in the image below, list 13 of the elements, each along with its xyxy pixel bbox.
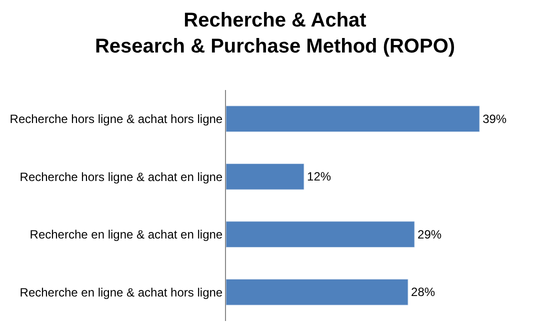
data-label: 29%: [418, 227, 442, 242]
data-label: 39%: [482, 112, 507, 126]
y-tick-label: Recherche en ligne & achat en ligne: [30, 228, 223, 242]
data-label: 12%: [307, 170, 332, 184]
bar: [226, 163, 304, 190]
bar: [226, 278, 408, 306]
chart-title: Recherche & Achat Research & Purchase Method (ROPO): [94, 9, 456, 58]
bar: [226, 221, 415, 248]
y-tick-label: Recherche hors ligne & achat en ligne: [20, 170, 223, 184]
y-tick-label: Recherche en ligne & achat hors ligne: [20, 285, 223, 300]
data-label: 28%: [411, 285, 436, 300]
y-tick-label: Recherche hors ligne & achat hors ligne: [10, 112, 223, 126]
bar: [226, 106, 480, 132]
